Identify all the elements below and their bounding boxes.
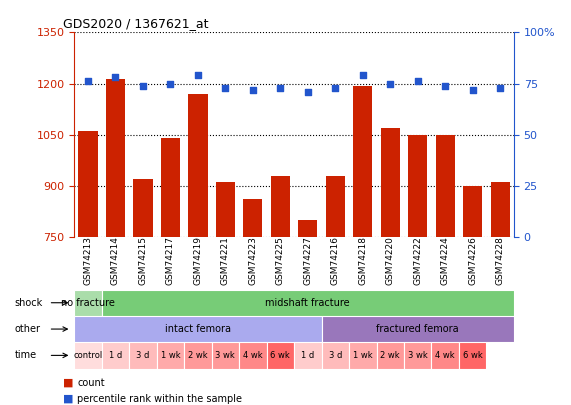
Text: ■: ■ [63, 378, 73, 388]
Bar [239, 342, 267, 369]
Point [385, 80, 395, 87]
Text: shock: shock [14, 298, 42, 308]
Bar [188, 94, 207, 237]
Text: 1 wk: 1 wk [353, 351, 372, 360]
Point [221, 84, 230, 91]
Text: GSM74224: GSM74224 [441, 236, 450, 285]
Point [248, 86, 258, 93]
Text: GSM74215: GSM74215 [138, 236, 147, 285]
Text: fractured femora: fractured femora [376, 324, 459, 334]
Point [358, 72, 367, 79]
Text: 3 d: 3 d [136, 351, 150, 360]
Text: GSM74228: GSM74228 [496, 236, 505, 285]
Point [496, 84, 505, 91]
Point [413, 78, 423, 85]
Bar [106, 79, 125, 237]
Text: GSM74225: GSM74225 [276, 236, 285, 285]
Text: 1 d: 1 d [301, 351, 315, 360]
Bar [381, 128, 400, 237]
Bar [459, 342, 486, 369]
Bar [184, 342, 212, 369]
Bar [325, 176, 345, 237]
Text: 2 wk: 2 wk [188, 351, 208, 360]
Text: 3 d: 3 d [328, 351, 342, 360]
Point [441, 82, 450, 89]
Bar [74, 290, 102, 316]
Bar [404, 342, 432, 369]
Text: GSM74223: GSM74223 [248, 236, 258, 285]
Bar [102, 342, 129, 369]
Point [138, 82, 147, 89]
Bar [432, 342, 459, 369]
Text: 4 wk: 4 wk [436, 351, 455, 360]
Text: GSM74226: GSM74226 [468, 236, 477, 285]
Bar [298, 220, 317, 237]
Bar [294, 342, 321, 369]
Text: 4 wk: 4 wk [243, 351, 263, 360]
Text: 1 d: 1 d [109, 351, 122, 360]
Bar [156, 342, 184, 369]
Text: midshaft fracture: midshaft fracture [266, 298, 350, 308]
Bar [490, 182, 510, 237]
Point [111, 74, 120, 81]
Text: time: time [14, 350, 37, 360]
Bar [161, 138, 180, 237]
Text: 6 wk: 6 wk [271, 351, 290, 360]
Text: 6 wk: 6 wk [463, 351, 482, 360]
Point [194, 72, 203, 79]
Bar [267, 342, 294, 369]
Bar [436, 134, 455, 237]
Bar [74, 342, 102, 369]
Bar [353, 86, 372, 237]
Bar [321, 316, 514, 342]
Text: 3 wk: 3 wk [215, 351, 235, 360]
Text: GSM74214: GSM74214 [111, 236, 120, 285]
Bar [212, 342, 239, 369]
Point [468, 86, 477, 93]
Text: GSM74227: GSM74227 [303, 236, 312, 285]
Text: no fracture: no fracture [61, 298, 115, 308]
Text: 3 wk: 3 wk [408, 351, 428, 360]
Bar [271, 176, 290, 237]
Text: GSM74217: GSM74217 [166, 236, 175, 285]
Bar [321, 342, 349, 369]
Text: GSM74220: GSM74220 [386, 236, 395, 285]
Bar [74, 316, 321, 342]
Point [83, 78, 93, 85]
Text: GSM74216: GSM74216 [331, 236, 340, 285]
Text: ■: ■ [63, 394, 73, 404]
Bar [133, 179, 152, 237]
Text: count: count [77, 378, 104, 388]
Bar [216, 182, 235, 237]
Bar [463, 186, 482, 237]
Point [166, 80, 175, 87]
Bar [408, 134, 427, 237]
Text: 2 wk: 2 wk [380, 351, 400, 360]
Point [303, 88, 312, 95]
Bar [349, 342, 376, 369]
Bar [376, 342, 404, 369]
Text: GSM74222: GSM74222 [413, 236, 422, 285]
Text: percentile rank within the sample: percentile rank within the sample [77, 394, 242, 404]
Bar [243, 199, 263, 237]
Bar [129, 342, 156, 369]
Text: GSM74219: GSM74219 [194, 236, 202, 285]
Text: 1 wk: 1 wk [160, 351, 180, 360]
Text: GSM74221: GSM74221 [221, 236, 230, 285]
Point [331, 84, 340, 91]
Text: GSM74213: GSM74213 [83, 236, 93, 285]
Text: intact femora: intact femora [165, 324, 231, 334]
Text: other: other [14, 324, 41, 334]
Point [276, 84, 285, 91]
Text: GSM74218: GSM74218 [358, 236, 367, 285]
Bar [78, 131, 98, 237]
Text: GDS2020 / 1367621_at: GDS2020 / 1367621_at [63, 17, 208, 30]
Text: control: control [73, 351, 103, 360]
